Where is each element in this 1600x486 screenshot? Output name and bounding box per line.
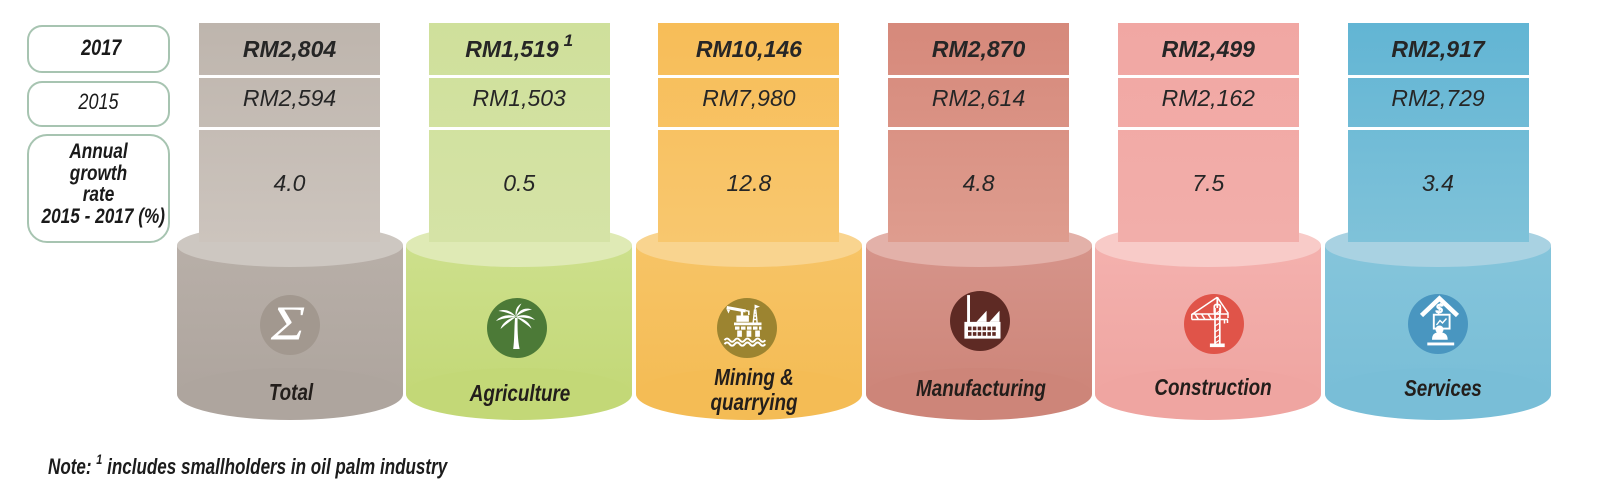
svg-text:Σ: Σ xyxy=(270,296,305,351)
svg-text:$: $ xyxy=(1434,301,1443,316)
